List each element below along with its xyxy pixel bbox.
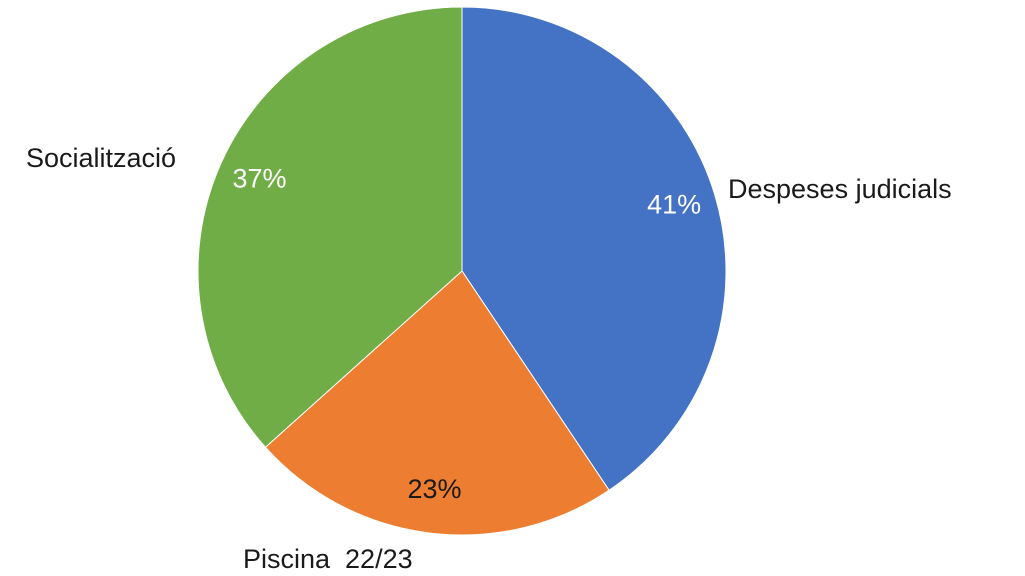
category-labels: Despeses judicials Piscina 22/23 Sociali… [26,143,952,574]
percent-labels: 41% 23% 37% [232,164,701,504]
percent-label-piscina: 23% [407,474,461,504]
percent-label-socialitzacio: 37% [232,164,286,194]
category-label-piscina: Piscina 22/23 [243,544,413,574]
pie-slices [197,6,727,536]
pie-slice-socialitzacio [197,6,463,448]
category-label-socialitzacio: Socialització [26,143,176,173]
pie-slice-piscina [264,270,610,536]
category-label-despeses-judicials: Despeses judicials [728,174,952,204]
pie-slice-despeses-judicials [461,6,727,491]
percent-label-despeses-judicials: 41% [647,190,701,220]
